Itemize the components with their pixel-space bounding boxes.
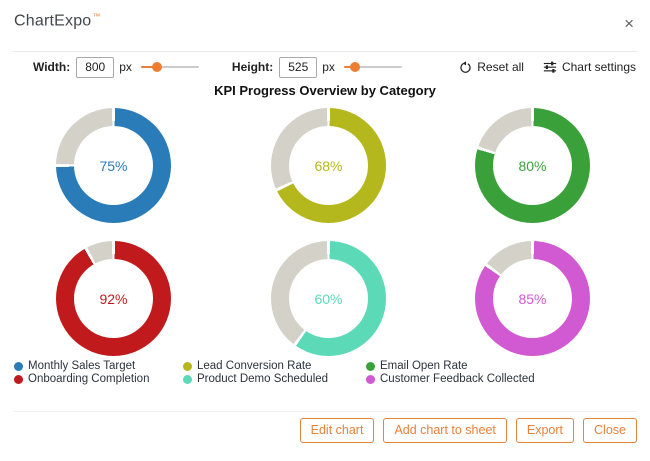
legend-label: Customer Feedback Collected — [380, 373, 535, 385]
legend-item-onboarding-completion: Onboarding Completion — [14, 373, 183, 385]
donut-chart-email-open-rate: 80% — [475, 108, 590, 223]
donut-hole: 92% — [74, 259, 153, 338]
legend-label: Product Demo Scheduled — [197, 373, 329, 385]
legend-item-lead-conversion-rate: Lead Conversion Rate — [183, 360, 366, 372]
height-unit-label: px — [322, 60, 335, 74]
donut-value-label: 92% — [99, 290, 128, 307]
donut-chart-customer-feedback-collected: 85% — [475, 241, 590, 356]
width-slider-fill — [140, 66, 157, 68]
height-slider[interactable] — [343, 61, 402, 73]
height-input[interactable] — [279, 56, 318, 78]
legend-item-product-demo-scheduled: Product Demo Scheduled — [183, 373, 366, 385]
width-label: Width: — [33, 60, 71, 74]
height-label: Height: — [231, 60, 274, 74]
width-unit-label: px — [119, 60, 132, 74]
chart-title: KPI Progress Overview by Category — [214, 83, 436, 98]
legend-label: Lead Conversion Rate — [197, 360, 312, 372]
donut-value-label: 85% — [518, 290, 547, 307]
close-button[interactable]: Close — [583, 418, 637, 443]
legend-dot-icon — [366, 361, 375, 371]
width-slider-knob[interactable] — [151, 62, 162, 72]
legend-dot-icon — [366, 374, 375, 384]
legend-dot-icon — [183, 374, 192, 384]
reset-all-button[interactable]: Reset all — [459, 60, 524, 74]
donut-hole: 68% — [289, 126, 368, 205]
export-button[interactable]: Export — [515, 418, 575, 443]
footer-divider — [13, 411, 637, 412]
app-title: ChartExpo™ — [14, 12, 101, 30]
width-slider[interactable] — [140, 61, 199, 73]
legend-label: Monthly Sales Target — [28, 360, 136, 372]
donut-chart-product-demo-scheduled: 60% — [271, 241, 386, 356]
footer-button-bar: Edit chart Add chart to sheet Export Close — [299, 418, 637, 443]
donut-value-label: 80% — [518, 157, 547, 174]
legend-label: Onboarding Completion — [28, 373, 150, 385]
legend-item-email-open-rate: Email Open Rate — [366, 360, 535, 372]
toolbar: Width: px Height: px Reset all Ch — [33, 55, 636, 79]
donut-chart-onboarding-completion: 92% — [56, 241, 171, 356]
reset-all-label: Reset all — [477, 60, 524, 74]
chart-legend: Monthly Sales Target Lead Conversion Rate… — [14, 360, 535, 385]
donut-hole: 80% — [493, 126, 572, 205]
donut-hole: 85% — [493, 259, 572, 338]
donut-chart-monthly-sales-target: 75% — [56, 108, 171, 223]
rotate-ccw-icon — [459, 60, 472, 74]
legend-dot-icon — [14, 361, 23, 371]
chart-settings-button[interactable]: Chart settings — [543, 60, 636, 74]
donut-value-label: 75% — [99, 157, 128, 174]
width-slider-track[interactable] — [140, 66, 199, 68]
chart-settings-label: Chart settings — [561, 60, 636, 74]
donut-hole: 75% — [74, 126, 153, 205]
legend-item-monthly-sales-target: Monthly Sales Target — [14, 360, 183, 372]
donut-chart-lead-conversion-rate: 68% — [271, 108, 386, 223]
header-divider — [13, 51, 637, 52]
sliders-icon — [543, 60, 557, 74]
donut-value-label: 68% — [314, 157, 343, 174]
height-slider-knob[interactable] — [349, 62, 360, 72]
app-title-text: ChartExpo — [14, 12, 92, 30]
close-icon[interactable]: × — [624, 14, 634, 33]
edit-chart-button[interactable]: Edit chart — [299, 418, 375, 443]
add-chart-to-sheet-button[interactable]: Add chart to sheet — [383, 418, 507, 443]
height-slider-track[interactable] — [343, 66, 402, 68]
donut-hole: 60% — [289, 259, 368, 338]
width-input[interactable] — [76, 56, 115, 78]
legend-dot-icon — [14, 374, 23, 384]
donut-value-label: 60% — [314, 290, 343, 307]
legend-item-customer-feedback-collected: Customer Feedback Collected — [366, 373, 535, 385]
legend-label: Email Open Rate — [380, 360, 468, 372]
height-slider-fill — [343, 66, 355, 68]
trademark-symbol: ™ — [92, 12, 101, 21]
legend-dot-icon — [183, 361, 192, 371]
